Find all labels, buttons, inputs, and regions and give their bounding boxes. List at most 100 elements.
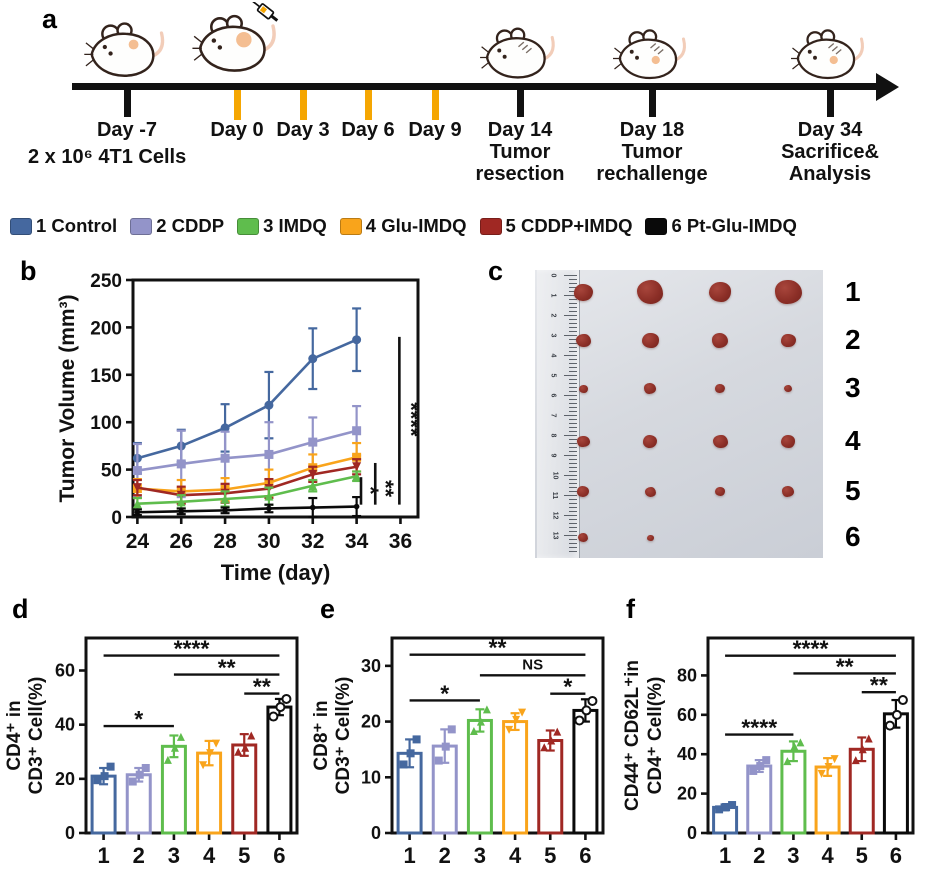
tumor-photo-panel: 0 1 2 3 4 5 6 7 8 9 10 11 12 13 [535, 270, 823, 558]
tumor-sample [784, 385, 792, 393]
ruler-tick [569, 323, 577, 324]
x-tick-label: 26 [170, 530, 193, 553]
ruler-tick [564, 455, 577, 456]
photo-row-label: 4 [845, 425, 861, 456]
x-category-label: 2 [753, 843, 765, 868]
plot-frame [84, 636, 299, 835]
y-tick-label: 60 [55, 661, 75, 681]
tumor-sample [715, 384, 725, 394]
legend-label: 2 CDDP [156, 215, 225, 236]
photo-row-label: 5 [845, 475, 861, 506]
significance-label: ** [218, 655, 236, 681]
ruler-tick [569, 471, 577, 472]
mouse-icon [192, 0, 279, 72]
ruler-tick [564, 315, 577, 316]
tumor-sample [646, 534, 654, 541]
legend-swatch-icon [10, 217, 32, 235]
tumor-sample [715, 487, 725, 497]
timeline-event-label: Tumor [621, 141, 683, 163]
y-tick-label: 20 [677, 784, 697, 804]
bar-group-2 [746, 764, 773, 835]
mouse-icon [613, 29, 686, 80]
x-axis-label: Time (day) [221, 560, 331, 585]
tumor-volume-chart: 24 26 28 30 32 34 36 0 50 100 150 200 250 Time (day) T… [56, 271, 423, 585]
significance-label: **** [174, 636, 210, 662]
photo-row-label: 1 [845, 276, 861, 307]
mouse-icon [480, 27, 555, 79]
suture-scar [518, 41, 532, 54]
ruler-tick [569, 399, 577, 400]
x-category-label: 1 [403, 843, 415, 868]
ruler-tick [569, 539, 577, 540]
timeline-tick [233, 90, 241, 120]
x-category-label: 6 [273, 843, 285, 868]
ruler-tick [569, 547, 577, 548]
timeline-day-label: Day 0 [210, 119, 264, 141]
significance-label: **** [741, 715, 777, 741]
photo-row-label: 6 [845, 521, 861, 552]
ruler-tick [569, 347, 577, 348]
y-tick-label: 40 [55, 715, 75, 735]
bar-group-6 [882, 712, 909, 835]
ruler-tick [569, 483, 577, 484]
x-category-label: 2 [133, 843, 145, 868]
significance-label: **** [793, 636, 829, 662]
series-6-pt-glu-imdq [132, 495, 362, 519]
ruler-tick [569, 519, 577, 520]
cell-injection-note: 2 x 10⁶ 4T1 Cells [28, 146, 187, 168]
x-category-label: 4 [821, 843, 834, 868]
y-tick-label: 10 [361, 767, 381, 787]
ruler-tick [569, 511, 577, 512]
timeline-tick [431, 90, 439, 120]
tumor-sample [712, 333, 728, 348]
ruler-tick [569, 463, 577, 464]
ruler-tick [569, 371, 577, 372]
significance-label: ** [373, 480, 398, 498]
ruler-tick [569, 391, 577, 392]
ruler-tick [569, 503, 577, 504]
plot-frame [390, 636, 605, 835]
significance-label: **** [398, 402, 423, 437]
ruler-tick [569, 447, 577, 448]
y-tick-label: 0 [111, 508, 122, 529]
timeline-day-label: Day 3 [276, 119, 330, 141]
ruler-tick [569, 299, 577, 300]
ruler-tick [564, 535, 577, 536]
tumor-sample [709, 282, 731, 303]
y-tick-label: 100 [90, 413, 122, 434]
tumor-sample [577, 486, 589, 498]
legend-label: 4 Glu-IMDQ [365, 215, 467, 236]
plot-frame [131, 278, 420, 519]
y-axis-label-line: CD3⁺ Cell(%) [333, 677, 354, 795]
ruler-tick [569, 279, 577, 280]
ruler-tick [569, 551, 577, 552]
y-tick-label: 0 [687, 823, 697, 843]
ruler-tick [564, 275, 577, 276]
y-tick-label: 40 [677, 744, 697, 764]
mouse-icon [84, 22, 165, 77]
y-tick-label: 80 [677, 665, 697, 685]
x-category-label: 2 [439, 843, 451, 868]
y-axis-label-line: CD8⁺ in [311, 700, 332, 770]
ruler-tick [569, 403, 577, 404]
ruler-tick [569, 443, 577, 444]
ruler-tick [564, 415, 577, 416]
ruler-tick [569, 527, 577, 528]
bar-group-5 [231, 743, 258, 835]
significance-label: ** [489, 635, 507, 661]
mouse-illustration [610, 18, 694, 88]
significance-label: ** [836, 653, 854, 679]
y-axis-label-line: CD44⁺ CD62L⁺in [622, 660, 643, 811]
ruler-tick [569, 303, 577, 304]
timeline-tick [299, 90, 307, 120]
x-category-label: 3 [168, 843, 180, 868]
legend-label: 5 CDDP+IMDQ [505, 215, 633, 236]
plot-frame [706, 636, 915, 835]
x-category-label: 6 [579, 843, 591, 868]
y-tick-label: 200 [90, 318, 122, 339]
y-tick-label: 0 [65, 823, 75, 843]
ruler-tick [569, 407, 577, 408]
